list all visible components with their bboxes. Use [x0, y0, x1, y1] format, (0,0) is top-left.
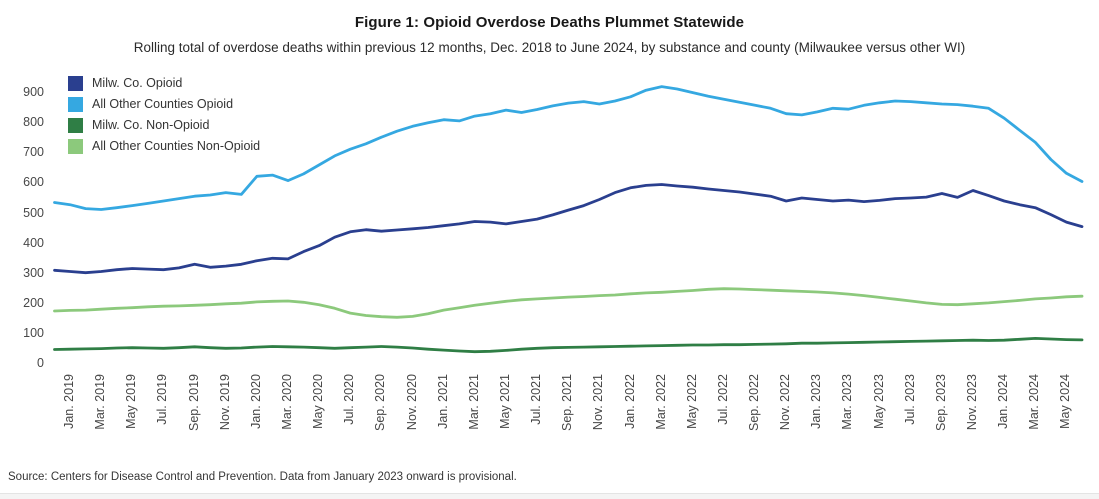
legend-label: Milw. Co. Non-Opioid	[92, 118, 210, 132]
x-tick-label: May 2021	[497, 374, 512, 429]
x-tick-label: Jan. 2020	[248, 374, 263, 429]
y-tick-label: 800	[23, 115, 44, 130]
x-tick-label: Jan. 2022	[622, 374, 637, 429]
legend-item: Milw. Co. Opioid	[68, 73, 260, 93]
x-tick-label: May 2020	[311, 374, 326, 429]
x-tick-label: May 2023	[871, 374, 886, 429]
series-line-all-other-counties-non-opioid	[53, 287, 1084, 319]
x-tick-label: Mar. 2019	[93, 374, 108, 430]
x-tick-label: Nov. 2019	[217, 374, 232, 431]
x-tick-label: Mar. 2021	[466, 374, 481, 430]
y-tick-label: 400	[23, 235, 44, 250]
x-tick-label: Nov. 2023	[965, 374, 980, 431]
series-line-milw-co-opioid	[53, 183, 1084, 275]
legend-label: All Other Counties Opioid	[92, 97, 234, 111]
y-tick-label: 600	[23, 175, 44, 190]
x-tick-label: Sep. 2021	[560, 374, 575, 431]
x-tick-label: Mar. 2022	[653, 374, 668, 430]
legend-swatch-icon	[68, 117, 83, 133]
x-tick-label: Nov. 2020	[404, 374, 419, 431]
x-tick-label: Nov. 2022	[778, 374, 793, 431]
series-line-milw-co-non-opioid	[53, 336, 1084, 354]
legend-item: All Other Counties Opioid	[68, 94, 260, 114]
y-tick-label: 0	[37, 356, 44, 371]
legend-swatch-icon	[68, 96, 83, 112]
source-note: Source: Centers for Disease Control and …	[8, 471, 517, 483]
y-tick-label: 100	[23, 326, 44, 341]
x-tick-label: Jan. 2023	[809, 374, 824, 429]
x-tick-label: Sep. 2020	[373, 374, 388, 431]
y-tick-label: 700	[23, 145, 44, 160]
window-bottom-edge	[0, 493, 1099, 499]
x-tick-label: May 2019	[124, 374, 139, 429]
y-tick-label: 300	[23, 265, 44, 280]
figure-subtitle: Rolling total of overdose deaths within …	[133, 40, 966, 55]
y-tick-label: 500	[23, 205, 44, 220]
legend-item: Milw. Co. Non-Opioid	[68, 115, 260, 135]
x-tick-label: Mar. 2024	[1027, 374, 1042, 430]
x-tick-label: Mar. 2023	[840, 374, 855, 430]
chart-legend: Milw. Co. Opioid All Other Counties Opioi…	[68, 73, 260, 157]
x-tick-label: May 2024	[1058, 374, 1073, 429]
x-tick-label: Sep. 2019	[186, 374, 201, 431]
legend-label: All Other Counties Non-Opioid	[92, 139, 261, 153]
legend-swatch-icon	[68, 75, 83, 91]
x-tick-label: Jan. 2024	[996, 374, 1011, 429]
y-tick-label: 200	[23, 295, 44, 310]
legend-swatch-icon	[68, 138, 83, 154]
x-tick-label: Jul. 2019	[155, 374, 170, 425]
legend-item: All Other Counties Non-Opioid	[68, 136, 260, 156]
x-tick-label: Jul. 2021	[529, 374, 544, 425]
series-line-all-other-counties-opioid	[53, 85, 1084, 211]
y-tick-label: 900	[23, 85, 44, 100]
x-tick-label: May 2022	[684, 374, 699, 429]
x-tick-label: Nov. 2021	[591, 374, 606, 431]
figure-title: Figure 1: Opioid Overdose Deaths Plummet…	[354, 14, 745, 31]
x-tick-label: Jan. 2019	[62, 374, 77, 429]
x-tick-label: Jul. 2020	[342, 374, 357, 425]
x-tick-label: Jul. 2022	[715, 374, 730, 425]
legend-label: Milw. Co. Opioid	[92, 76, 183, 90]
x-tick-label: Sep. 2023	[933, 374, 948, 431]
x-tick-label: Mar. 2020	[280, 374, 295, 430]
x-tick-label: Jan. 2021	[435, 374, 450, 429]
x-tick-label: Jul. 2023	[902, 374, 917, 425]
x-tick-label: Sep. 2022	[747, 374, 762, 431]
